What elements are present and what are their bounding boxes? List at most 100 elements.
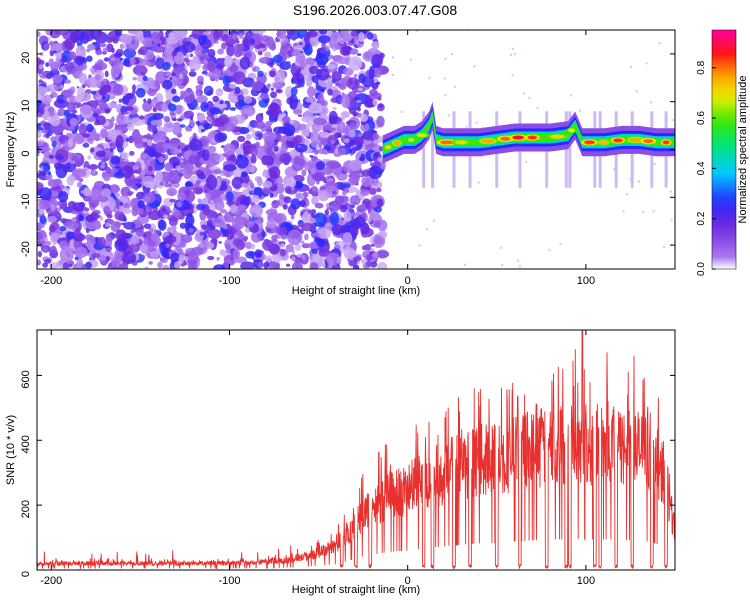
noise-blob xyxy=(37,57,42,67)
noise-blob xyxy=(319,185,327,192)
noise-blob xyxy=(317,148,327,155)
noise-blob xyxy=(348,176,359,186)
noise-blob xyxy=(56,168,61,172)
noise-blob xyxy=(123,111,129,115)
noise-blob xyxy=(179,142,186,149)
noise-blob xyxy=(152,112,164,120)
noise-blob xyxy=(59,84,64,89)
noise-blob xyxy=(87,43,96,51)
noise-blob xyxy=(309,155,314,158)
noise-blob xyxy=(250,182,255,189)
noise-blob xyxy=(274,107,280,111)
noise-blob xyxy=(51,140,57,148)
noise-blob xyxy=(322,166,333,175)
noise-blob xyxy=(266,83,272,90)
noise-blob xyxy=(134,186,139,191)
noise-blob xyxy=(162,82,168,89)
noise-blob xyxy=(239,56,251,70)
noise-blob xyxy=(53,40,58,44)
noise-blob xyxy=(56,201,62,206)
noise-blob xyxy=(266,228,272,233)
noise-blob xyxy=(128,243,141,253)
noise-blob xyxy=(147,147,156,157)
noise-blob xyxy=(120,152,129,160)
noise-blob xyxy=(340,111,350,119)
noise-blob xyxy=(367,32,374,40)
noise-speck xyxy=(465,125,468,128)
noise-speck xyxy=(447,114,451,117)
noise-blob xyxy=(334,195,345,205)
track-peak xyxy=(527,135,538,140)
noise-blob xyxy=(212,154,221,161)
noise-blob xyxy=(197,198,202,204)
noise-blob xyxy=(106,43,114,53)
noise-speck xyxy=(645,62,648,65)
noise-blob xyxy=(289,94,298,110)
noise-speck xyxy=(548,248,551,251)
noise-blob xyxy=(97,59,104,67)
noise-blob xyxy=(151,248,157,252)
noise-blob xyxy=(95,74,101,81)
noise-blob xyxy=(43,43,50,51)
noise-blob xyxy=(112,83,124,96)
noise-blob xyxy=(183,162,194,172)
noise-speck xyxy=(426,228,429,231)
noise-blob xyxy=(203,123,213,130)
noise-blob xyxy=(72,202,85,212)
track-peak xyxy=(482,139,494,144)
noise-blob xyxy=(342,183,351,189)
noise-blob xyxy=(37,181,44,190)
noise-speck xyxy=(629,65,633,69)
noise-blob xyxy=(302,70,309,76)
noise-blob xyxy=(332,107,337,110)
noise-blob xyxy=(272,239,277,243)
noise-speck xyxy=(400,110,403,114)
noise-blob xyxy=(331,71,342,82)
noise-blob xyxy=(135,178,142,183)
noise-blob xyxy=(186,251,195,256)
noise-blob xyxy=(311,248,318,255)
noise-blob xyxy=(150,232,160,242)
noise-blob xyxy=(157,261,163,269)
noise-blob xyxy=(327,88,333,96)
noise-blob xyxy=(256,176,263,187)
noise-blob xyxy=(207,60,216,72)
noise-blob xyxy=(275,70,286,85)
noise-blob xyxy=(261,35,270,42)
noise-blob xyxy=(132,164,140,171)
noise-blob xyxy=(62,95,68,101)
noise-blob xyxy=(301,243,311,249)
noise-blob xyxy=(239,127,250,135)
noise-blob xyxy=(198,35,207,46)
noise-blob xyxy=(271,200,280,209)
noise-blob xyxy=(110,155,121,165)
noise-blob xyxy=(348,129,356,138)
noise-blob xyxy=(324,209,329,215)
noise-blob xyxy=(147,88,157,97)
noise-speck xyxy=(463,263,467,266)
noise-blob xyxy=(290,86,298,96)
noise-blob xyxy=(349,152,354,156)
noise-blob xyxy=(143,98,147,103)
noise-blob xyxy=(346,204,351,209)
noise-blob xyxy=(95,150,106,158)
noise-blob xyxy=(261,86,269,94)
noise-blob xyxy=(326,207,331,211)
noise-blob xyxy=(269,70,276,78)
noise-blob xyxy=(147,124,156,132)
noise-speck xyxy=(662,246,666,249)
y-axis-label: SNR (10 * v/v) xyxy=(5,415,17,485)
noise-blob xyxy=(37,172,40,178)
noise-blob xyxy=(115,229,127,241)
noise-blob xyxy=(75,56,84,66)
noise-blob xyxy=(151,190,156,195)
noise-blob xyxy=(185,214,195,227)
noise-blob xyxy=(187,259,197,269)
noise-blob xyxy=(309,217,317,224)
noise-blob xyxy=(332,190,337,195)
noise-blob xyxy=(92,112,99,118)
noise-blob xyxy=(321,262,326,268)
noise-blob xyxy=(291,72,305,85)
noise-blob xyxy=(95,238,99,243)
noise-blob xyxy=(301,169,307,177)
